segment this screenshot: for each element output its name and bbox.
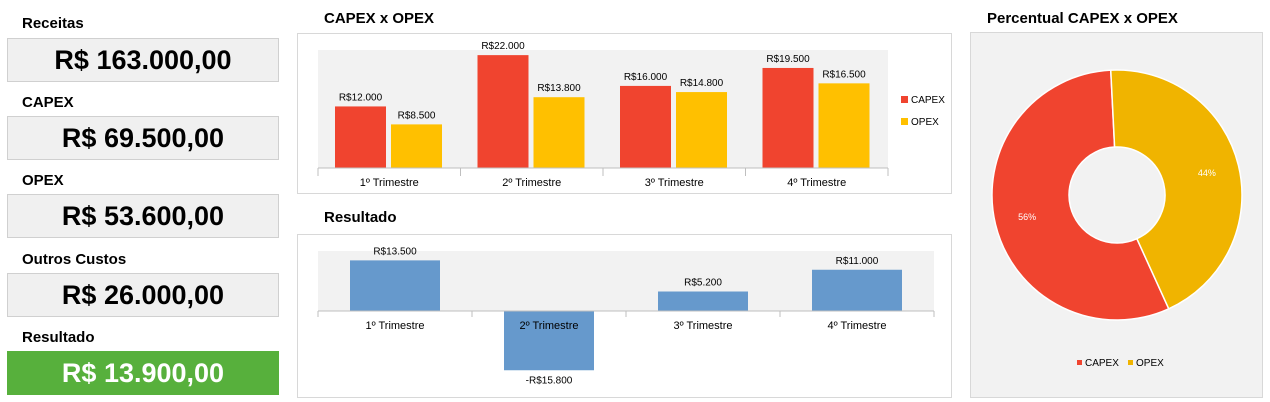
x-tick-label: 2º Trimestre: [519, 320, 578, 332]
capex-value: R$ 69.500,00: [7, 116, 279, 160]
resultado-value: R$ 13.900,00: [7, 351, 279, 395]
bar-resultado-2: [504, 311, 594, 371]
resultado-label: Resultado: [22, 329, 95, 346]
bar-label-capex-2: R$22.000: [481, 41, 525, 52]
legend-swatch-opex: [901, 118, 908, 125]
bar-label-capex-3: R$16.000: [624, 72, 668, 83]
x-tick-label: 1º Trimestre: [360, 177, 419, 189]
outros-custos-value: R$ 26.000,00: [7, 273, 279, 317]
donut-label-opex: 44%: [1198, 168, 1216, 178]
bar-resultado-4: [812, 269, 902, 311]
bar-opex-1: [391, 124, 442, 168]
legend-label-opex: OPEX: [1136, 358, 1164, 369]
bar-capex-2: [477, 55, 529, 168]
bar-label-resultado-4: R$11.000: [836, 256, 879, 267]
percentual-panel: 56% 44% CAPEX OPEX: [970, 32, 1263, 398]
bar-label-opex-1: R$8.500: [398, 110, 436, 121]
percentual-title: Percentual CAPEX x OPEX: [987, 10, 1178, 27]
bar-capex-1: [335, 106, 386, 168]
percentual-chart: 56% 44% CAPEX OPEX: [991, 69, 1243, 369]
bar-capex-4: [762, 67, 814, 168]
capex-opex-panel: R$12.000 R$8.500 1º Trimestre R$22.000 R$13.…: [297, 33, 952, 194]
capex-label: CAPEX: [22, 94, 74, 111]
x-tick-label: 2º Trimestre: [502, 177, 561, 189]
x-tick-label: 4º Trimestre: [827, 320, 886, 332]
capex-opex-chart: R$12.000 R$8.500 1º Trimestre R$22.000 R$13.…: [317, 41, 945, 189]
bar-label-resultado-2: -R$15.800: [526, 375, 573, 386]
bar-label-opex-2: R$13.800: [537, 83, 581, 94]
receitas-label: Receitas: [22, 15, 84, 32]
bar-resultado-3: [658, 291, 748, 311]
legend-swatch-opex: [1128, 360, 1133, 365]
donut-label-capex: 56%: [1018, 212, 1036, 222]
bar-label-capex-4: R$19.500: [766, 54, 810, 65]
bar-label-opex-4: R$16.500: [822, 69, 866, 80]
x-tick-label: 1º Trimestre: [365, 320, 424, 332]
bar-label-opex-3: R$14.800: [680, 78, 724, 89]
x-tick-label: 4º Trimestre: [787, 177, 846, 189]
resultado-chart: R$13.500 1º Trimestre -R$15.800 2º Trimestr…: [317, 246, 935, 386]
donut-slice-opex: [1109, 69, 1243, 310]
bar-opex-2: [533, 97, 585, 168]
opex-label: OPEX: [22, 172, 64, 189]
bar-label-resultado-3: R$5.200: [684, 278, 722, 289]
bar-capex-3: [620, 85, 671, 168]
resultado-title: Resultado: [324, 209, 397, 226]
legend-label-capex: CAPEX: [1085, 358, 1119, 369]
opex-value: R$ 53.600,00: [7, 194, 279, 238]
x-tick-label: 3º Trimestre: [673, 320, 732, 332]
donut-slice-capex: [991, 69, 1170, 321]
bar-label-resultado-1: R$13.500: [373, 246, 417, 257]
legend-swatch-capex: [1077, 360, 1082, 365]
bar-opex-4: [818, 83, 870, 168]
legend-swatch-capex: [901, 96, 908, 103]
legend-label-capex: CAPEX: [911, 95, 945, 106]
resultado-panel: R$13.500 1º Trimestre -R$15.800 2º Trimestr…: [297, 234, 952, 398]
bar-opex-3: [676, 92, 727, 168]
bar-resultado-1: [350, 260, 440, 311]
legend-label-opex: OPEX: [911, 117, 939, 128]
receitas-value: R$ 163.000,00: [7, 38, 279, 82]
bar-label-capex-1: R$12.000: [339, 92, 383, 103]
x-tick-label: 3º Trimestre: [645, 177, 704, 189]
capex-opex-title: CAPEX x OPEX: [324, 10, 435, 27]
outros-custos-label: Outros Custos: [22, 251, 127, 268]
